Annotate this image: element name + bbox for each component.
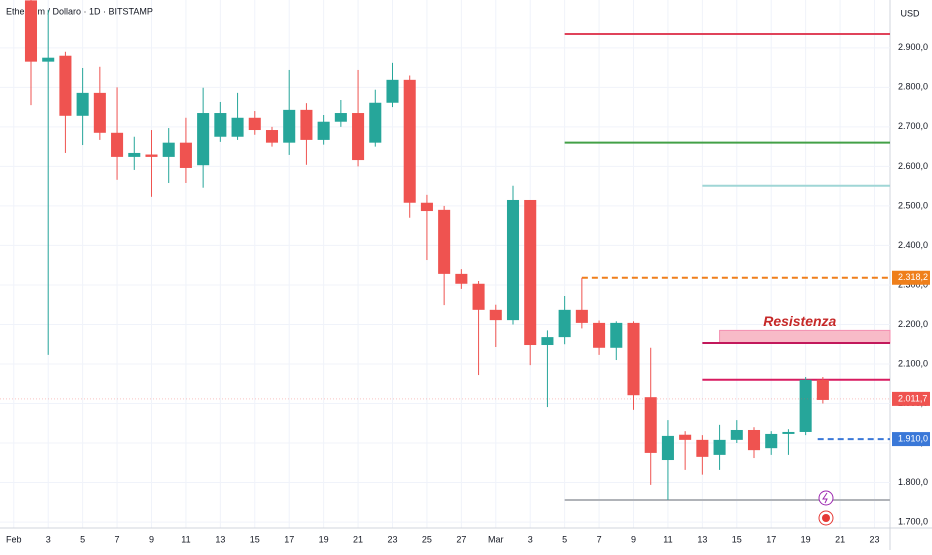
candle-body <box>558 309 571 338</box>
x-tick-label: 3 <box>46 534 51 544</box>
y-tick-label: 2.800,0 <box>898 82 928 92</box>
price-label-box <box>892 270 930 285</box>
y-tick-label: 2.400,0 <box>898 240 928 250</box>
zone-label: Resistenza <box>763 313 836 329</box>
x-tick-label: 13 <box>215 534 225 544</box>
x-tick-label: 11 <box>181 534 190 544</box>
x-tick-label: 9 <box>149 534 154 544</box>
x-tick-label: 13 <box>697 534 707 544</box>
candle-body <box>661 435 674 461</box>
candle-body <box>145 154 158 157</box>
candle-body <box>317 121 330 140</box>
candle-body <box>111 132 124 157</box>
candle-body <box>334 113 347 122</box>
x-tick-label: 3 <box>528 534 533 544</box>
price-label: 1.910,0 <box>898 433 928 443</box>
event-icon <box>822 514 830 522</box>
x-tick-label: 17 <box>766 534 776 544</box>
candle-body <box>352 113 365 161</box>
candle-body <box>799 379 812 432</box>
candle-body <box>369 102 382 143</box>
candle-body <box>696 439 709 457</box>
x-tick-label: 15 <box>250 534 260 544</box>
candle-body <box>713 439 726 455</box>
candle-body <box>506 199 520 321</box>
x-tick-label: 27 <box>456 534 466 544</box>
candle-body <box>386 79 399 103</box>
candle-body <box>420 202 433 212</box>
event-icons <box>818 490 834 526</box>
candle-body <box>627 322 640 396</box>
x-tick-label: 15 <box>732 534 742 544</box>
currency-label: USD <box>900 8 920 18</box>
candle-body <box>128 152 141 157</box>
candle-body <box>679 434 692 440</box>
candle-body <box>782 431 795 434</box>
x-tick-label: 23 <box>869 534 879 544</box>
candle-body <box>179 142 192 168</box>
candle-body <box>265 130 279 143</box>
candle-body <box>283 109 296 143</box>
y-tick-label: 2.900,0 <box>898 42 928 52</box>
x-tick-label: 19 <box>801 534 811 544</box>
x-tick-label: 21 <box>835 534 845 544</box>
candle-body <box>816 379 829 400</box>
x-tick-label: 7 <box>115 534 120 544</box>
candle-body <box>59 55 72 116</box>
x-tick-label: 5 <box>562 534 567 544</box>
chart-title: Ethereum / Dollaro · 1D · BITSTAMP <box>6 6 153 16</box>
y-tick-label: 2.700,0 <box>898 121 928 131</box>
y-tick-label: 2.100,0 <box>898 358 928 368</box>
y-tick-label: 1.800,0 <box>898 477 928 487</box>
x-tick-label: 11 <box>663 534 672 544</box>
price-label-box <box>892 432 930 447</box>
candle-body <box>765 433 778 449</box>
candle-body <box>42 57 55 62</box>
x-tick-label: 19 <box>319 534 329 544</box>
candle-body <box>747 429 761 451</box>
x-tick-label: Feb <box>6 534 22 544</box>
price-label: 2.318,2 <box>898 272 928 282</box>
candle-body <box>162 142 175 157</box>
y-tick-label: 2.500,0 <box>898 200 928 210</box>
x-tick-label: 25 <box>422 534 432 544</box>
resistance-zone <box>719 329 891 344</box>
price-label: 2.011,7 <box>898 393 927 403</box>
y-tick-label: 1.700,0 <box>898 516 928 526</box>
candle-body <box>76 92 89 116</box>
candle-body <box>231 117 244 137</box>
y-tick-label: 2.200,0 <box>898 319 928 329</box>
candle-body <box>593 322 606 348</box>
x-tick-label: Mar <box>488 534 504 544</box>
candle-body <box>93 92 106 133</box>
event-icon <box>818 490 834 506</box>
candle-body <box>524 199 537 346</box>
x-tick-label: 21 <box>353 534 363 544</box>
candle-body <box>214 113 227 137</box>
candle-body <box>300 109 313 140</box>
x-tick-label: 17 <box>284 534 294 544</box>
candle-body <box>248 117 261 131</box>
x-tick-label: 9 <box>631 534 636 544</box>
candle-body <box>644 397 657 453</box>
x-tick-label: 5 <box>80 534 85 544</box>
candle-body <box>24 0 38 62</box>
candle-body <box>197 113 210 166</box>
x-tick-label: 23 <box>387 534 397 544</box>
candle-body <box>455 273 468 284</box>
candle-body <box>438 209 451 274</box>
candle-body <box>730 429 743 440</box>
event-icon <box>822 492 828 504</box>
candle-body <box>610 322 623 348</box>
candle-body <box>541 337 554 346</box>
candle-body <box>575 309 588 323</box>
y-tick-label: 2.600,0 <box>898 161 928 171</box>
candle-body <box>472 283 485 310</box>
x-tick-label: 7 <box>597 534 602 544</box>
price-label-box <box>892 391 930 406</box>
candle-body <box>489 309 502 321</box>
candle-body <box>403 79 416 203</box>
